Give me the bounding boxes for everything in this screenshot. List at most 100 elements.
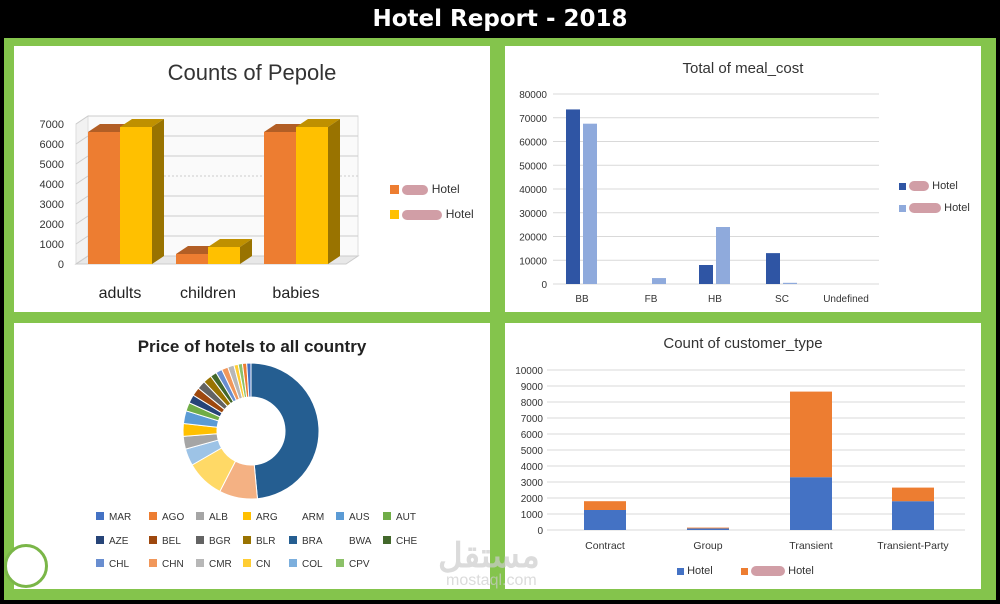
legend-swatch (149, 536, 157, 544)
legend-swatch (196, 512, 204, 520)
legend-label: MAR (109, 512, 131, 523)
legend-label: AGO (162, 512, 184, 523)
x-tick-label: FB (645, 294, 658, 305)
x-tick-label: BB (575, 294, 589, 305)
gridline-side (75, 255, 89, 265)
legend-label: ALB (209, 512, 228, 523)
legend-swatch (899, 182, 906, 190)
x-tick-label: Group (693, 540, 722, 552)
watermark-domain: mostaql.com (446, 572, 537, 589)
legend-label: BWA (349, 536, 372, 547)
side-wall (75, 115, 89, 265)
legend-swatch (289, 559, 297, 567)
legend-item: Hotel (899, 180, 958, 192)
legend-label: Hotel (687, 565, 713, 577)
blurred-name (909, 203, 942, 214)
bar-top (208, 239, 252, 247)
mostaql-logo-icon (4, 544, 48, 588)
y-tick-label: 1000 (40, 239, 64, 251)
chart-title: Total of meal_cost (682, 60, 804, 77)
legend-label: Hotel (445, 207, 474, 221)
panel-meal-cost: Total of meal_cost 0 10000 20000 30000 40000… (505, 46, 981, 312)
chart-customer-type: 0 1000 2000 3000 4000 5000 6000 7000 8000 9000 100… (515, 366, 965, 552)
y-tick-label: 0 (537, 526, 543, 537)
y-tick-label: 4000 (521, 462, 544, 473)
legend-swatch (96, 536, 104, 544)
y-tick-label: 6000 (40, 139, 64, 151)
legend-swatch (289, 536, 297, 544)
bar-top (120, 119, 164, 127)
legend-label: CHL (109, 559, 129, 570)
y-tick-label: 1000 (521, 510, 544, 521)
chart-title: Price of hotels to all country (137, 337, 367, 356)
y-tick-label: 3000 (40, 199, 64, 211)
chart-price-by-country: MAR AGO ALB ARG ARM AUS AUT AZE BEL BGR BLR BRA BWA C… (96, 362, 417, 570)
blurred-name (751, 566, 786, 577)
gridline-side (75, 115, 89, 125)
bar-segment (687, 527, 729, 529)
legend-swatch (336, 536, 344, 544)
y-tick-label: 4000 (40, 179, 64, 191)
chart-title: Counts of Pepole (167, 60, 337, 85)
bar-segment (892, 501, 934, 530)
y-tick-label: 80000 (519, 90, 547, 101)
y-tick-label: 60000 (519, 138, 547, 149)
legend-item: Hotel (677, 565, 713, 577)
legend-label: Hotel (944, 202, 970, 214)
y-tick-label: 7000 (40, 119, 64, 131)
blurred-name (402, 184, 429, 195)
legend-label: ARG (256, 512, 278, 523)
bar-side (152, 119, 164, 264)
legend-swatch (149, 559, 157, 567)
gridline-side (75, 195, 89, 205)
chart-counts-of-people: 0 1000 2000 3000 4000 5000 6000 7000 adults child… (40, 115, 360, 302)
bar-side (328, 119, 340, 264)
pie-slice (250, 362, 320, 500)
legend-swatch (899, 204, 906, 212)
bar (766, 253, 780, 284)
legend-swatch (243, 512, 251, 520)
legend-swatch (390, 185, 399, 195)
y-tick-label: 9000 (521, 382, 544, 393)
bar-segment (584, 501, 626, 510)
y-tick-label: 40000 (519, 185, 547, 196)
legend-label: CMR (209, 559, 232, 570)
legend-swatch (149, 512, 157, 520)
x-tick-label: babies (272, 285, 319, 302)
gridline-side (75, 215, 89, 225)
legend-item: Hotel (741, 565, 814, 577)
bar (699, 265, 713, 284)
x-tick-label: Transient-Party (877, 540, 949, 552)
legend-swatch (383, 512, 391, 520)
y-tick-label: 0 (58, 259, 64, 271)
y-tick-label: 50000 (519, 161, 547, 172)
blurred-name (909, 181, 930, 192)
bar-front (176, 254, 208, 264)
bar-front (296, 127, 328, 264)
panel-counts-of-people: Counts of Pepole 0 1000 2000 3000 4000 5000 60… (14, 46, 490, 312)
legend-item: Hotel (390, 182, 460, 196)
y-tick-label: 0 (541, 280, 547, 291)
legend-label: CHN (162, 559, 184, 570)
legend-swatch (741, 567, 748, 575)
bar-segment (892, 487, 934, 502)
legend-label: Hotel (788, 565, 814, 577)
bar-front (120, 127, 152, 264)
legend-swatch (289, 512, 297, 520)
legend-label: COL (302, 559, 323, 570)
legend-swatch (96, 512, 104, 520)
legend-item: Hotel (899, 202, 970, 214)
y-tick-label: 7000 (521, 414, 544, 425)
x-tick-label: children (180, 285, 236, 302)
x-tick-label: SC (775, 294, 789, 305)
y-tick-label: 5000 (521, 446, 544, 457)
report-title: Hotel Report - 2018 (0, 0, 1000, 38)
legend-swatch (243, 559, 251, 567)
x-tick-label: Undefined (823, 294, 869, 305)
legend-swatch (336, 512, 344, 520)
watermark-arabic: مستقل (438, 537, 540, 575)
bar-segment (790, 477, 832, 530)
chart-title: Count of customer_type (663, 335, 823, 352)
y-tick-label: 2000 (521, 494, 544, 505)
legend-label: Hotel (431, 182, 460, 196)
